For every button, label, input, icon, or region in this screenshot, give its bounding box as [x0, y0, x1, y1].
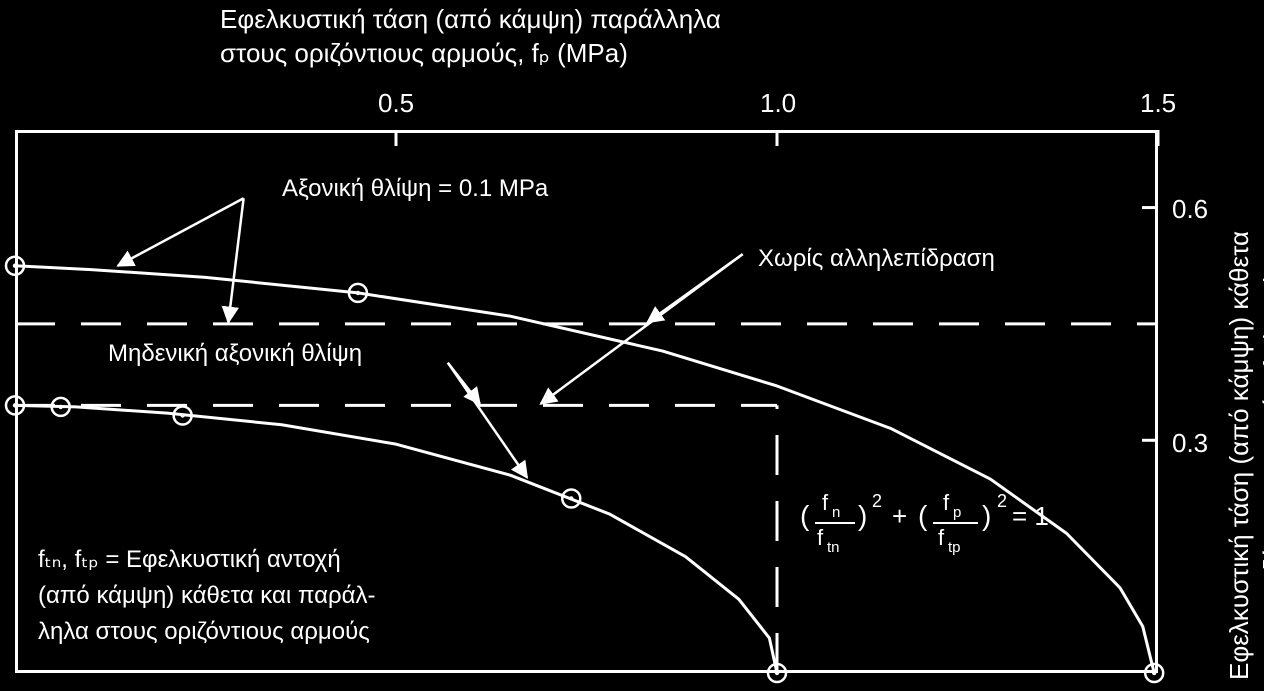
no-interaction-label: Χωρίς αλληλεπίδραση	[758, 245, 995, 273]
zero-axial-label: Μηδενική αξονική θλίψη	[108, 340, 362, 368]
legend-line1: fₜₙ, fₜₚ = Εφελκυστική αντοχή	[38, 545, 341, 574]
x-axis-title-line2: στους οριζόντιους αρμούς, fₚ (MPa)	[220, 38, 628, 69]
y-tick-06: 0.6	[1172, 194, 1208, 225]
chart-canvas: Εφελκυστική τάση (από κάμψη) παράλληλα σ…	[0, 0, 1264, 691]
legend-line3: ληλα στους οριζόντιους αρμούς	[38, 618, 370, 646]
axial-01-label: Αξονική θλίψη = 0.1 MPa	[282, 175, 548, 203]
y-axis-title-line1: Εφελκυστική τάση (από κάμψη) κάθετα	[1224, 231, 1255, 680]
x-tick-10: 1.0	[760, 88, 796, 119]
x-tick-05: 0.5	[378, 88, 414, 119]
y-axis-title-line2: στους οριζόντιους αρμούς, fₙ (MPa)	[1258, 273, 1264, 680]
x-axis-title-line1: Εφελκυστική τάση (από κάμψη) παράλληλα	[220, 4, 721, 35]
y-tick-03: 0.3	[1172, 428, 1208, 459]
x-tick-15: 1.5	[1140, 88, 1176, 119]
legend-line2: (από κάμψη) κάθετα και παράλ-	[38, 582, 375, 610]
